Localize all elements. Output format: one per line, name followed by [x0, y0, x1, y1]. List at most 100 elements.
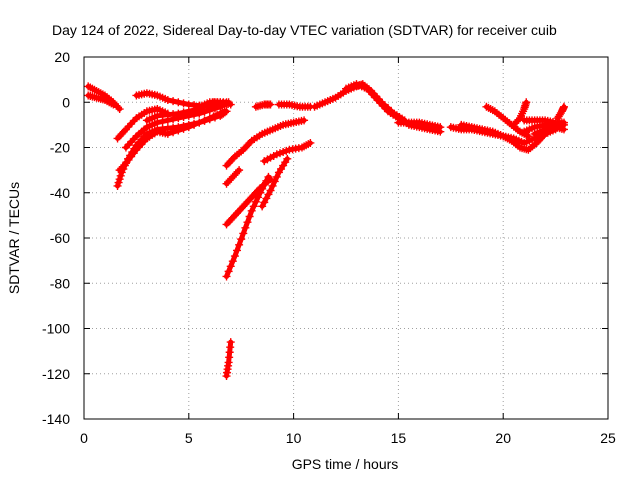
data-point-plus [241, 223, 250, 232]
data-point-plus [226, 262, 235, 271]
series-arc23 [457, 120, 560, 154]
data-point-plus [522, 98, 531, 107]
data-point-plus [559, 125, 568, 134]
series-arc5 [115, 107, 229, 175]
series-arc15 [258, 154, 292, 211]
data-series [84, 80, 568, 381]
series-arc17 [251, 100, 275, 111]
data-point-plus [436, 123, 445, 132]
data-point-plus [226, 338, 235, 347]
axis-ticks [83, 56, 609, 420]
data-point-plus [266, 100, 275, 109]
data-point-plus [190, 106, 199, 115]
data-point-plus [163, 129, 172, 138]
y-tick-label: -100 [42, 321, 70, 337]
data-point-plus [200, 116, 209, 125]
data-point-plus [235, 240, 244, 249]
data-point-plus [266, 186, 275, 195]
data-point-plus [559, 102, 568, 111]
data-point-plus [243, 218, 252, 227]
x-tick-label: 0 [80, 430, 88, 446]
y-axis-label: SDTVAR / TECUs [6, 182, 22, 294]
data-point-plus [120, 161, 129, 170]
series-arc13 [222, 166, 244, 188]
x-tick-label: 15 [391, 430, 407, 446]
data-point-plus [249, 202, 258, 211]
data-point-plus [114, 178, 123, 187]
series-arc12 [222, 175, 275, 229]
series-arc10 [222, 338, 235, 381]
data-point-plus [116, 171, 125, 180]
data-point-plus [113, 181, 122, 190]
x-tick-label: 5 [185, 430, 193, 446]
data-point-plus [268, 181, 277, 190]
data-point-plus [270, 177, 279, 186]
y-tick-label: 0 [62, 94, 70, 110]
data-point-plus [153, 118, 162, 127]
x-tick-label: 25 [600, 430, 616, 446]
data-point-plus [179, 108, 188, 117]
data-point-plus [235, 166, 244, 175]
data-point-plus [222, 272, 231, 281]
data-point-plus [109, 100, 118, 109]
y-tick-label: -140 [42, 411, 70, 427]
data-point-plus [524, 132, 533, 141]
data-point-plus [233, 246, 242, 255]
x-tick-label: 10 [286, 430, 302, 446]
series-arc21 [394, 118, 445, 132]
data-point-plus [205, 114, 214, 123]
data-point-plus [169, 128, 178, 137]
data-point-plus [300, 116, 309, 125]
series-arc16 [260, 138, 315, 166]
data-point-plus [245, 212, 254, 221]
data-point-plus [213, 110, 222, 119]
series-arc3 [113, 105, 172, 143]
data-point-plus [114, 103, 123, 112]
data-point-plus [184, 123, 193, 132]
data-point-plus [190, 120, 199, 129]
series-arc29 [553, 102, 568, 123]
y-tick-label: -80 [50, 275, 70, 291]
data-point-plus [174, 109, 183, 118]
data-point-plus [184, 107, 193, 116]
data-point-plus [237, 235, 246, 244]
y-tick-label: -40 [50, 185, 70, 201]
y-tick-label: 20 [54, 49, 70, 65]
series-arc2 [84, 91, 118, 109]
data-point-plus [163, 95, 172, 104]
data-point-plus [306, 138, 315, 147]
x-axis-label: GPS time / hours [292, 456, 399, 472]
series-arc28 [530, 123, 568, 138]
data-point-plus [209, 112, 218, 121]
data-point-plus [224, 267, 233, 276]
data-point-plus [230, 252, 239, 261]
y-tick-label: -60 [50, 230, 70, 246]
x-tick-labels: 0 5 10 15 20 25 [80, 430, 616, 446]
chart-title: Day 124 of 2022, Sidereal Day-to-day VTE… [52, 22, 557, 38]
data-point-plus [283, 154, 292, 163]
data-point-plus [179, 124, 188, 133]
data-point-plus [247, 206, 256, 215]
data-point-plus [179, 99, 188, 108]
data-point-plus [233, 167, 242, 176]
data-point-plus [226, 100, 235, 109]
y-tick-label: -20 [50, 140, 70, 156]
data-point-plus [272, 172, 281, 181]
data-point-plus [169, 97, 178, 106]
data-point-plus [251, 197, 260, 206]
series-arc25 [509, 98, 531, 129]
data-point-plus [174, 126, 183, 135]
x-tick-label: 20 [495, 430, 511, 446]
data-point-plus [239, 229, 248, 238]
series-arc9 [195, 98, 235, 111]
y-tick-labels: 20 0 -20 -40 -60 -80 -100 -120 -140 [42, 49, 70, 427]
series-arc14 [222, 116, 309, 170]
data-point-plus [228, 257, 237, 266]
y-tick-label: -120 [42, 366, 70, 382]
data-point-plus [174, 98, 183, 107]
data-point-plus [195, 118, 204, 127]
data-point-plus [220, 107, 229, 116]
data-point-plus [115, 105, 124, 114]
